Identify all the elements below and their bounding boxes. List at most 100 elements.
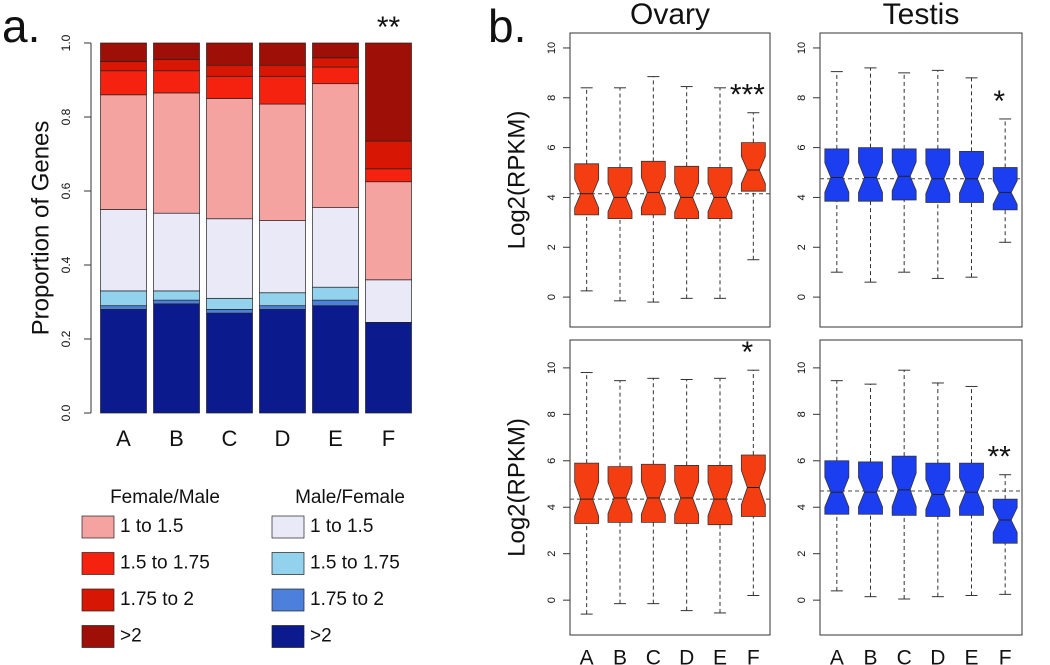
bar-segment <box>312 207 359 288</box>
legend-swatch <box>81 515 115 539</box>
legend-label: 1.5 to 1.75 <box>310 553 400 574</box>
bar-segment <box>153 303 200 414</box>
y-tick-label: 1.0 <box>59 34 73 51</box>
bar-segment <box>100 70 147 96</box>
legend-swatch <box>271 588 305 612</box>
bar-segment <box>259 292 306 307</box>
y-tick-label: 6 <box>796 458 808 464</box>
y-tick-label: 0.2 <box>59 330 73 347</box>
bar-segment <box>206 297 253 310</box>
bar-segment <box>312 57 359 68</box>
significance: * <box>993 85 1005 118</box>
bar-segment <box>365 140 412 170</box>
bar-segment <box>206 309 253 314</box>
x-tick-label: B <box>863 647 877 665</box>
y-tick-label: 10 <box>546 42 558 54</box>
box <box>959 150 984 203</box>
significance: * <box>741 336 753 369</box>
bar-segment <box>312 42 359 59</box>
bar-segment <box>259 305 306 310</box>
box <box>574 163 600 216</box>
bar-segment <box>153 70 200 94</box>
box <box>574 462 600 524</box>
y-tick-label: 0.6 <box>59 182 73 199</box>
y-axis-label: Log2(RPKM) <box>503 111 530 250</box>
y-tick-label: 4 <box>796 194 808 200</box>
y-tick-label: 4 <box>546 194 558 200</box>
bar-segment <box>100 61 147 72</box>
bar-segment <box>312 83 359 208</box>
box <box>674 165 700 220</box>
legend-label: 1 to 1.5 <box>120 516 183 537</box>
y-tick-label: 0 <box>546 294 558 300</box>
y-tick-label: 0 <box>796 597 808 603</box>
box <box>674 465 700 524</box>
x-tick-label: A <box>830 647 844 665</box>
box <box>891 455 917 516</box>
box <box>959 462 984 516</box>
x-tick-label: B <box>613 647 627 665</box>
x-tick-label: D <box>679 647 694 665</box>
bar-segment <box>206 42 253 66</box>
x-tick-label: F <box>382 426 395 451</box>
panel-title: Ovary <box>630 0 710 31</box>
y-tick-label: 8 <box>796 411 808 417</box>
legend-label: >2 <box>120 626 142 647</box>
significance: ** <box>987 441 1011 474</box>
bar-segment <box>259 42 306 66</box>
bar-segment <box>206 64 253 77</box>
x-tick-label: D <box>275 426 291 451</box>
bar-segment <box>365 42 412 142</box>
box <box>740 454 766 517</box>
bar-segment <box>259 75 306 105</box>
x-tick-label: C <box>222 426 238 451</box>
y-tick-label: 0.0 <box>59 404 73 421</box>
y-axis-label: Proportion of Genes <box>27 121 54 336</box>
box <box>992 498 1018 544</box>
x-tick-label: F <box>747 647 760 665</box>
bar-segment <box>259 103 306 221</box>
plot-frame <box>569 339 771 636</box>
panel-label: b. <box>488 0 526 52</box>
box <box>925 462 951 517</box>
box <box>707 465 733 526</box>
y-tick-label: 0.8 <box>59 108 73 125</box>
box <box>607 466 633 523</box>
legend-swatch <box>271 552 305 575</box>
bar-segment <box>365 322 412 414</box>
y-tick-label: 10 <box>796 42 808 54</box>
legend-label: 1.75 to 2 <box>310 589 384 610</box>
box <box>925 148 951 203</box>
bar-segment <box>206 312 253 414</box>
box <box>607 167 633 220</box>
box <box>824 148 850 202</box>
x-tick-label: D <box>930 647 945 665</box>
legend-label: 1.75 to 2 <box>120 589 194 610</box>
y-tick-label: 10 <box>546 362 558 374</box>
bar-segment <box>312 286 359 301</box>
panel-title: Testis <box>883 0 960 31</box>
x-tick-label: E <box>964 647 978 665</box>
y-tick-label: 2 <box>546 551 558 557</box>
plot-frame <box>569 32 771 328</box>
x-tick-label: A <box>580 647 594 665</box>
bar-segment <box>312 305 359 414</box>
bar-segment <box>206 218 253 299</box>
significance: ** <box>377 11 401 44</box>
y-tick-label: 0 <box>546 597 558 603</box>
bar-segment <box>206 98 253 220</box>
box <box>858 147 883 202</box>
legend-swatch <box>81 552 115 575</box>
y-tick-label: 6 <box>546 145 558 151</box>
panel-label: a. <box>2 0 40 52</box>
y-tick-label: 2 <box>796 551 808 557</box>
box <box>992 167 1018 211</box>
y-axis-label: Log2(RPKM) <box>503 418 530 557</box>
box <box>824 460 850 515</box>
y-tick-label: 4 <box>796 504 808 510</box>
box <box>740 142 766 192</box>
box <box>640 160 666 216</box>
bar-segment <box>259 64 306 77</box>
y-tick-label: 10 <box>796 362 808 374</box>
